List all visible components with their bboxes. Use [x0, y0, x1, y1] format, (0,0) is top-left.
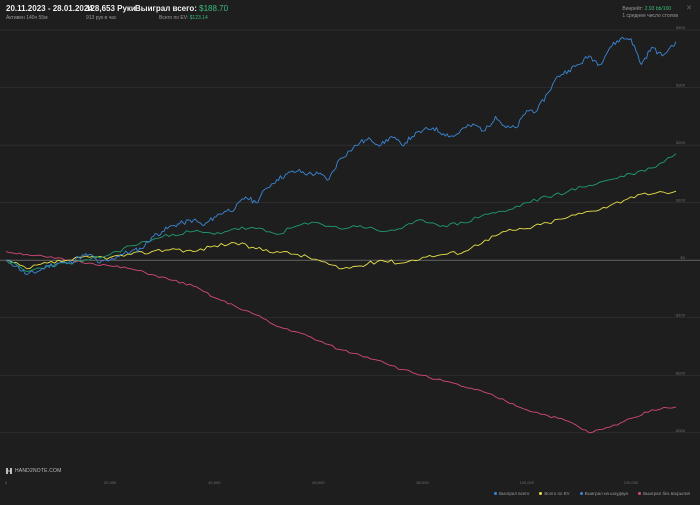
series-line-showdown [5, 190, 677, 270]
x-tick-label: 40,000 [208, 480, 221, 485]
legend-item-ev[interactable]: Всего по EV [539, 491, 570, 496]
y-tick-label: $0 [681, 255, 686, 260]
hand2note-logo-icon [6, 468, 12, 474]
legend-label-total: Выиграл всего [499, 491, 530, 496]
legend-dot-non-showdown [638, 492, 642, 495]
hands-count: 128,653 Руки [86, 4, 136, 13]
won-label: Выиграл всего: [135, 4, 197, 13]
close-icon[interactable]: ✕ [686, 5, 692, 12]
x-tick-label: 20,000 [104, 480, 117, 485]
ev-label: Всего по EV: [159, 15, 189, 21]
winrate-block: Винрейт: 2.93 bb/100 1 среднее число сто… [622, 5, 678, 19]
date-range: 20.11.2023 - 28.01.2024 [6, 4, 93, 13]
header: 20.11.2023 - 28.01.2024 Активен 140ч 55м… [0, 0, 700, 26]
y-tick-label: $300 [676, 83, 686, 88]
y-tick-label: $200 [676, 140, 686, 145]
x-tick-label: 100,000 [520, 480, 535, 485]
x-tick-label: 60,000 [312, 480, 325, 485]
legend-dot-ev [539, 492, 543, 495]
y-tick-label: -$200 [675, 370, 686, 375]
y-tick-label: -$100 [675, 313, 686, 318]
legend-dot-showdown [579, 492, 583, 495]
ev-value: $123.14 [189, 15, 208, 21]
legend-label-non-showdown: Выиграл без вскрытия [643, 491, 690, 496]
series-layer [5, 36, 677, 434]
hands-block: 128,653 Руки 913 рук в час [86, 4, 136, 21]
legend-label-showdown: Выиграл на шоудаун [584, 491, 629, 496]
legend: Выиграл всего Всего по EV Выиграл на шоу… [494, 491, 690, 496]
tick-layer: -$300 -$200 -$100 $0 $100 $200 $300 $400 0 20,000… [5, 26, 686, 485]
x-tick-label: 120,000 [624, 480, 639, 485]
logo-text: HAND2NOTE.COM [15, 468, 62, 474]
grid-layer [0, 29, 700, 434]
legend-item-non-showdown[interactable]: Выиграл без вскрытия [638, 491, 690, 496]
won-value: $188.70 [199, 4, 229, 13]
x-tick-label: 80,000 [417, 480, 430, 485]
active-time: Активен 140ч 55м [6, 15, 48, 21]
winrate-label: Винрейт: [622, 6, 644, 12]
y-tick-label: -$300 [675, 428, 686, 433]
legend-label-ev: Всего по EV [544, 491, 570, 496]
date-range-block: 20.11.2023 - 28.01.2024 Активен 140ч 55м [6, 4, 93, 21]
series-line-non-showdown [5, 251, 677, 434]
y-tick-label: $400 [676, 26, 686, 30]
legend-item-total[interactable]: Выиграл всего [494, 491, 529, 496]
series-line-ev [5, 153, 677, 273]
graph-chart: -$300 -$200 -$100 $0 $100 $200 $300 $400 0 20,000… [0, 26, 700, 485]
hands-per-hour: 913 рук в час [86, 15, 117, 21]
winnings-block: Выиграл всего: $188.70 Всего по EV: $123… [135, 4, 228, 21]
x-tick-label: 0 [5, 480, 8, 485]
series-line-total [5, 36, 677, 276]
hand2note-logo: HAND2NOTE.COM [6, 468, 62, 474]
legend-item-showdown[interactable]: Выиграл на шоудаун [579, 491, 629, 496]
avg-tables: 1 среднее число столов [622, 13, 678, 19]
legend-dot-total [494, 492, 497, 495]
y-tick-label: $100 [676, 198, 686, 203]
winrate-value: 2.93 bb/100 [644, 6, 672, 12]
